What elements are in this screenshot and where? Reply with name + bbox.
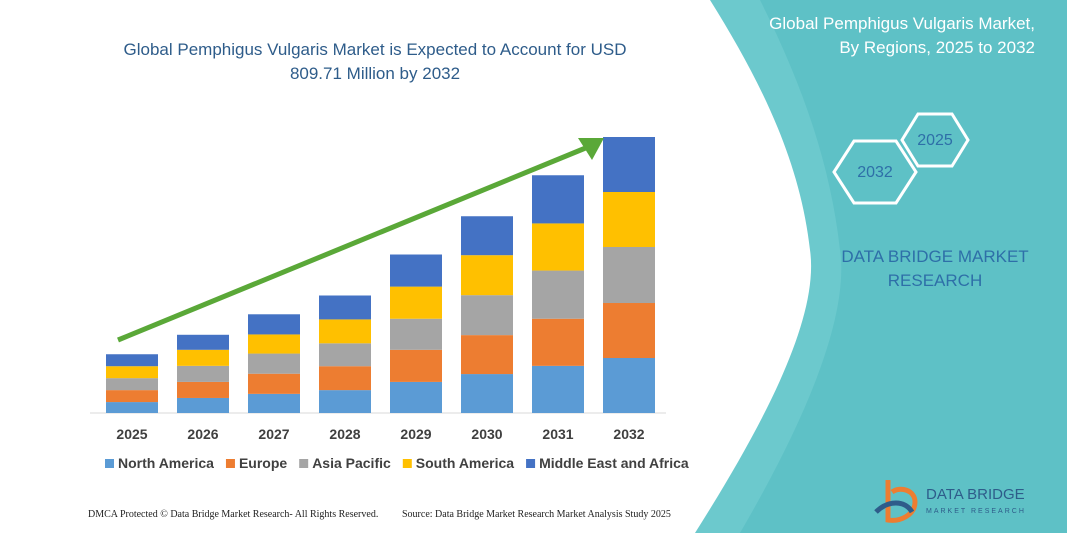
legend-label: Middle East and Africa [539, 455, 689, 471]
legend-swatch [105, 459, 114, 468]
x-tick-label: 2026 [187, 426, 218, 442]
x-tick-label: 2032 [613, 426, 644, 442]
x-tick-label: 2031 [542, 426, 573, 442]
bar-segment [461, 255, 513, 296]
bar-segment [248, 334, 300, 354]
panel-title: Global Pemphigus Vulgaris Market, By Reg… [769, 14, 1035, 57]
bar-segment [106, 366, 158, 379]
bar-segment [461, 295, 513, 336]
logo-tagline: MARKET RESEARCH [926, 508, 1026, 515]
logo [874, 480, 918, 523]
bar-segment [603, 137, 655, 192]
bar-segment [603, 358, 655, 413]
bar-segment [390, 381, 442, 413]
bar-segment [248, 393, 300, 413]
bar-segment [390, 254, 442, 287]
x-tick-label: 2025 [116, 426, 147, 442]
bar-segment [461, 216, 513, 256]
legend-label: North America [118, 455, 214, 471]
legend-swatch [225, 459, 235, 468]
bar-segment [319, 295, 371, 320]
bar-segment [532, 318, 584, 366]
legend-swatch [402, 459, 412, 468]
chart-title: Global Pemphigus Vulgaris Market is Expe… [123, 40, 627, 83]
x-tick-label: 2027 [258, 426, 289, 442]
bar-segment [603, 303, 655, 359]
bar-segment [603, 246, 655, 304]
bar-segment [390, 318, 442, 350]
bar-segment [248, 353, 300, 374]
brand: DATA BRIDGE MARKET RESEARCH [841, 247, 1029, 290]
bar-segment [319, 390, 371, 413]
bar-segment [603, 191, 655, 247]
bar-segment [532, 223, 584, 271]
bar-segment [461, 335, 513, 375]
bar-segment [177, 349, 229, 366]
bar-segment [177, 397, 229, 413]
bar-segment [248, 314, 300, 335]
hexagon [900, 112, 970, 168]
bar-segment [106, 390, 158, 403]
logo-name: DATA BRIDGE [926, 486, 1025, 503]
footer-left: DMCA Protected © Data Bridge Market Rese… [88, 509, 379, 520]
bar-segment [177, 381, 229, 398]
trend-arrow [117, 144, 589, 343]
legend-label: Europe [239, 455, 287, 471]
x-tick-label: 2028 [329, 426, 360, 442]
bar-segment [532, 175, 584, 224]
hexagon [832, 139, 918, 205]
bar-segment [106, 378, 158, 391]
bar-segment [532, 365, 584, 413]
hexagon-label: 2025 [917, 132, 953, 149]
bar-segment [390, 286, 442, 319]
x-tick-label: 2030 [471, 426, 502, 442]
bar-segment [177, 334, 229, 350]
bar-segment [319, 366, 371, 391]
legend-label: South America [416, 455, 514, 471]
footer-right: Source: Data Bridge Market Research Mark… [402, 509, 671, 520]
bar-segment [532, 270, 584, 319]
bar-segment [177, 365, 229, 382]
hexagon-label: 2032 [857, 164, 893, 181]
bar-segment [319, 343, 371, 367]
bar-segment [106, 402, 158, 413]
legend-swatch [526, 459, 536, 468]
legend-swatch [299, 459, 309, 468]
bar-segment [461, 374, 513, 413]
x-tick-label: 2029 [400, 426, 431, 442]
bar-segment [319, 319, 371, 344]
legend-label: Asia Pacific [312, 455, 391, 471]
bar-segment [106, 354, 158, 367]
bar-segment [390, 349, 442, 382]
side-panel-band [740, 0, 1067, 533]
bar-segment [248, 373, 300, 394]
arrow-head [578, 138, 604, 160]
